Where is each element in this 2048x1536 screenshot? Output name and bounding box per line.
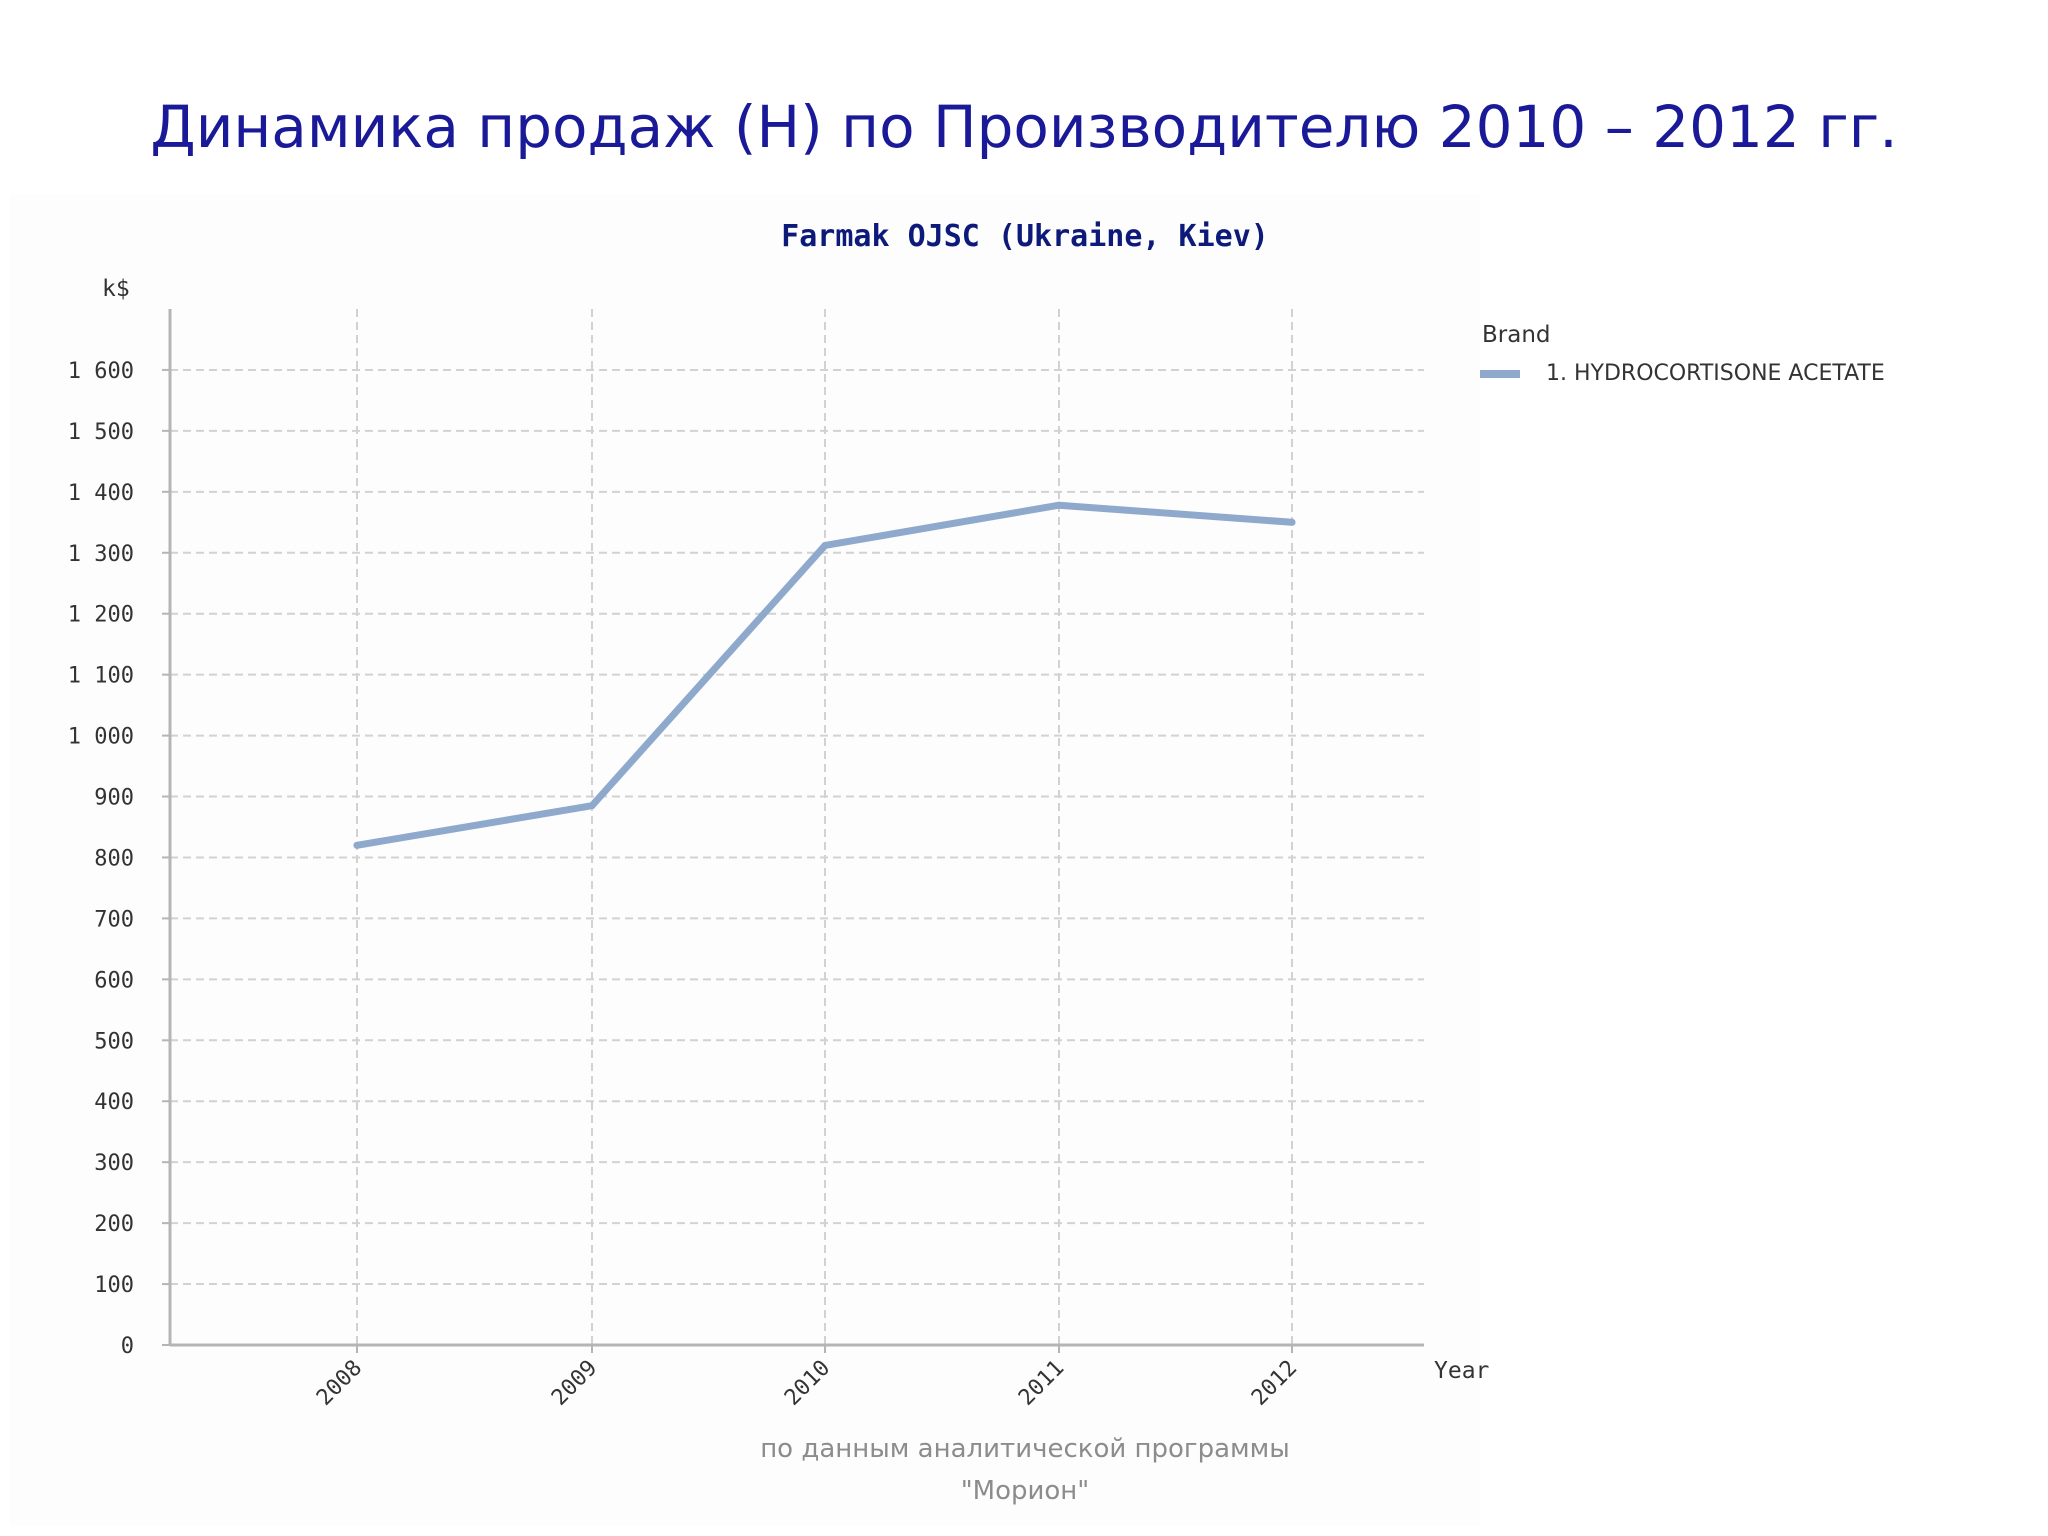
axis-layer: [162, 309, 1424, 1353]
grid-layer: [170, 309, 1424, 1345]
y-tick-label: 100: [94, 1273, 134, 1298]
x-axis-label: Year: [1434, 1358, 1489, 1384]
y-tick-label: 1 500: [68, 420, 134, 445]
y-tick-labels: 0 100 200 300 400 500 600 700 800 900 1 000 1 100 1 …: [68, 359, 134, 1359]
y-tick-label: 1 400: [68, 481, 134, 506]
data-point: [821, 541, 829, 549]
x-tick-label: 2011: [1014, 1356, 1069, 1411]
y-tick-label: 1 100: [68, 664, 134, 689]
y-tick-label: 1 600: [68, 359, 134, 384]
y-tick-label: 200: [94, 1212, 134, 1237]
x-tick-label: 2010: [780, 1356, 835, 1411]
series-layer: [353, 501, 1296, 849]
y-tick-label: 700: [94, 907, 134, 932]
y-tick-label: 400: [94, 1090, 134, 1115]
legend: Brand 1. HYDROCORTISONE ACETATE: [1480, 322, 1885, 386]
x-tick-label: 2009: [547, 1356, 602, 1411]
y-tick-label: 800: [94, 846, 134, 871]
legend-title: Brand: [1482, 322, 1551, 348]
source-line-1: по данным аналитической программы: [760, 1434, 1290, 1464]
y-tick-label: 1 000: [68, 725, 134, 750]
chart-title: Farmak OJSC (Ukraine, Kiev): [781, 219, 1269, 254]
source-line-2: "Морион": [960, 1476, 1090, 1506]
data-point: [1288, 518, 1296, 526]
legend-entry: 1. HYDROCORTISONE ACETATE: [1546, 361, 1885, 386]
y-tick-label: 600: [94, 968, 134, 993]
y-axis-label: k$: [102, 276, 130, 302]
y-tick-label: 900: [94, 786, 134, 811]
data-point: [353, 841, 361, 849]
y-tick-label: 1 300: [68, 542, 134, 567]
data-point: [1055, 501, 1063, 509]
slide-title: Динамика продаж (Н) по Производителю 201…: [150, 93, 1898, 161]
y-tick-label: 500: [94, 1029, 134, 1054]
data-point: [588, 802, 596, 810]
x-tick-labels: 2008 2009 2010 2011 2012: [312, 1356, 1302, 1411]
y-tick-label: 1 200: [68, 603, 134, 628]
chart-panel: [10, 195, 1480, 1525]
y-tick-label: 300: [94, 1151, 134, 1176]
y-tick-label: 0: [121, 1334, 134, 1359]
x-tick-label: 2012: [1247, 1356, 1302, 1411]
x-tick-label: 2008: [312, 1356, 367, 1411]
source-note: по данным аналитической программы "Морио…: [700, 1428, 1350, 1512]
